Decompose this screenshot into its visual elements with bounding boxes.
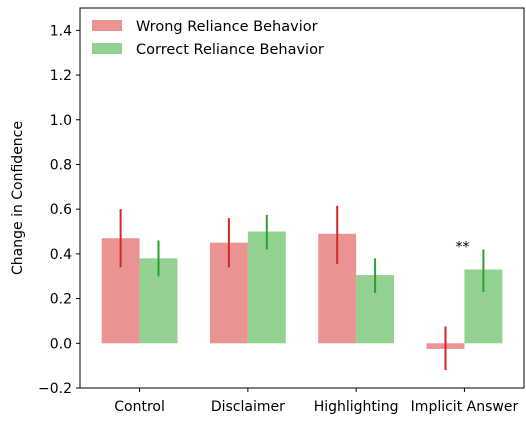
legend-swatch-correct xyxy=(92,43,122,54)
y-tick-label: 1.0 xyxy=(50,113,72,129)
y-tick-label: 0.8 xyxy=(50,157,72,173)
y-tick-label: 0.4 xyxy=(50,247,72,263)
x-tick-label: Implicit Answer xyxy=(411,399,519,415)
legend-label-correct: Correct Reliance Behavior xyxy=(136,42,324,58)
legend: Wrong Reliance Behavior Correct Reliance … xyxy=(92,19,324,58)
legend-label-wrong: Wrong Reliance Behavior xyxy=(136,19,318,35)
x-tick-label: Highlighting xyxy=(314,399,399,415)
y-tick-label: 0.0 xyxy=(50,336,72,352)
y-axis-label: Change in Confidence xyxy=(10,121,26,275)
x-tick-label: Control xyxy=(114,399,165,415)
x-tick-label: Disclaimer xyxy=(211,399,285,415)
bar-correct-1 xyxy=(247,231,286,344)
plot-frame xyxy=(79,7,525,389)
significance-annotation: ** xyxy=(455,239,469,255)
legend-swatch-wrong xyxy=(92,20,122,31)
y-tick-label: −0.2 xyxy=(38,381,72,397)
y-tick-label: 1.4 xyxy=(50,23,72,39)
y-tick-label: 0.2 xyxy=(50,292,72,308)
y-tick-label: 0.6 xyxy=(50,202,72,218)
y-tick-label: 1.2 xyxy=(50,68,72,84)
